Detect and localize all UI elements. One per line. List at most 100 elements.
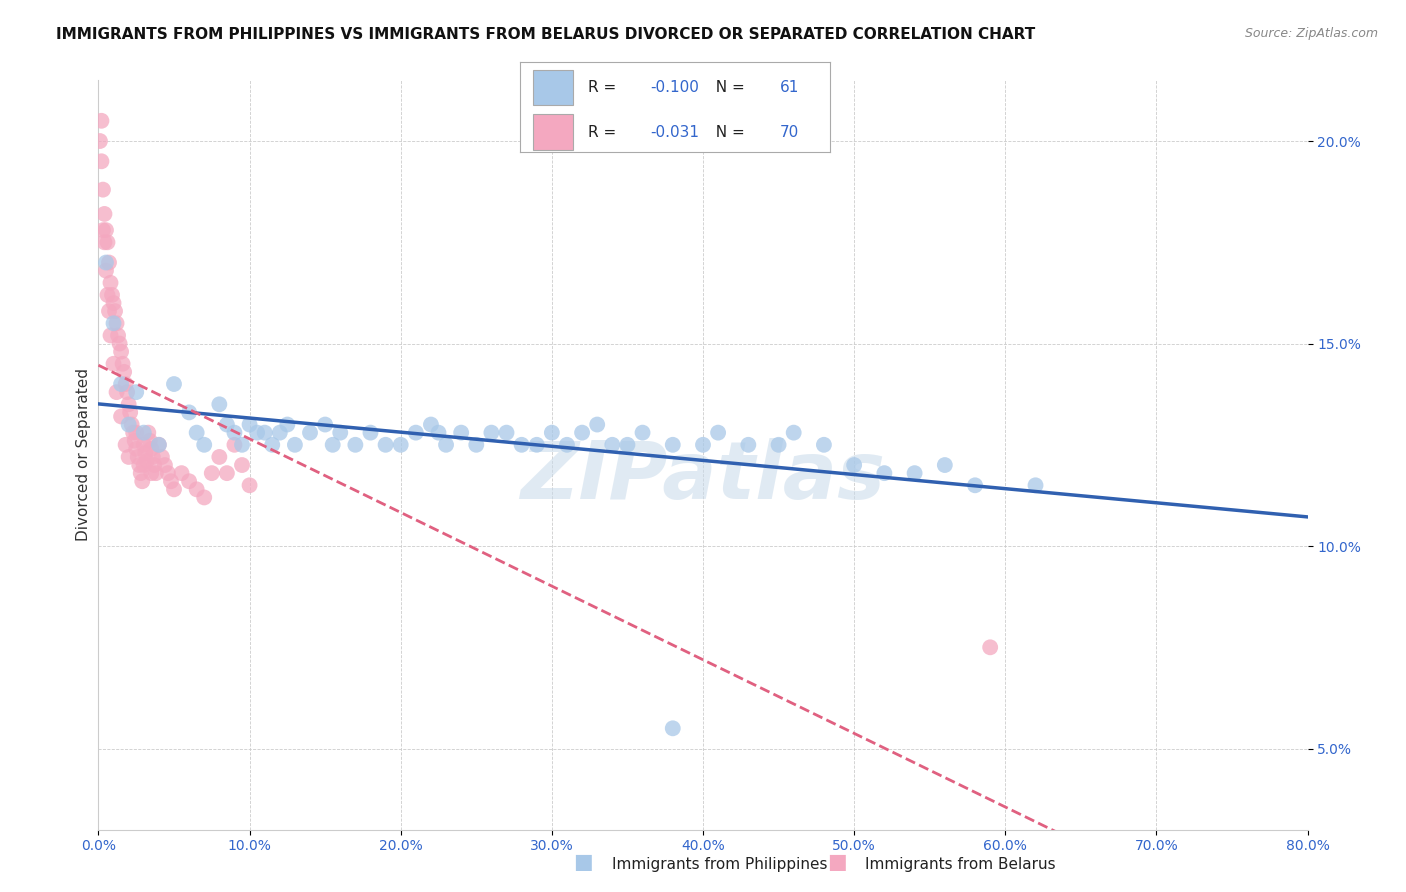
Point [262,438,284,452]
Point [89,134,111,148]
Point [98,304,121,318]
Point [844,458,866,472]
Point [526,438,548,452]
Point [768,438,790,452]
Text: -0.031: -0.031 [650,125,699,139]
Text: ZIPatlas: ZIPatlas [520,438,886,516]
Text: 61: 61 [780,80,800,95]
Point [93,235,115,250]
Point [118,450,141,464]
Point [186,483,208,497]
Point [121,417,143,432]
FancyBboxPatch shape [533,114,572,150]
Point [631,425,654,440]
Point [124,434,146,448]
Point [1024,478,1046,492]
Point [231,438,253,452]
Point [141,442,163,456]
Text: 70: 70 [780,125,799,139]
Point [344,438,367,452]
Point [122,425,145,440]
FancyBboxPatch shape [533,70,572,105]
Point [90,113,112,128]
Point [110,409,132,424]
Point [215,466,238,480]
Point [136,425,159,440]
Point [450,425,472,440]
Point [540,425,562,440]
Point [98,255,121,269]
Point [129,466,152,480]
Point [93,207,115,221]
Text: Source: ZipAtlas.com: Source: ZipAtlas.com [1244,27,1378,40]
Point [132,425,155,440]
Point [329,425,352,440]
Point [186,425,208,440]
Point [145,466,167,480]
Point [96,235,118,250]
Point [276,417,298,432]
Point [94,223,117,237]
Point [142,450,165,464]
Point [179,405,201,419]
Point [134,446,156,460]
Point [114,377,136,392]
Point [284,438,307,452]
Point [163,483,186,497]
Point [314,417,336,432]
Point [555,438,578,452]
Point [231,458,253,472]
Point [125,385,148,400]
Point [495,425,517,440]
Point [103,296,125,310]
Point [135,454,157,468]
Point [661,721,683,735]
Point [465,438,488,452]
Point [965,478,987,492]
Point [193,491,215,505]
Point [118,417,141,432]
Point [299,425,322,440]
Y-axis label: Divorced or Separated: Divorced or Separated [76,368,91,541]
Point [125,442,148,456]
Point [420,417,443,432]
Point [813,438,835,452]
Point [246,425,269,440]
Point [125,425,148,440]
Point [389,438,412,452]
Point [737,438,759,452]
Point [201,466,224,480]
Point [101,288,124,302]
Point [239,417,262,432]
Point [239,478,262,492]
Point [141,466,163,480]
Point [153,458,176,472]
Point [91,223,114,237]
Point [108,336,131,351]
Text: R =: R = [588,125,621,139]
Point [170,466,193,480]
Point [208,450,231,464]
Point [405,425,427,440]
Point [160,475,183,489]
Point [602,438,624,452]
Point [139,434,162,448]
Point [586,417,609,432]
Point [90,154,112,169]
Point [127,450,149,464]
Point [253,425,276,440]
Point [481,425,503,440]
Point [215,417,238,432]
Point [115,385,138,400]
Point [105,385,128,400]
Point [360,425,382,440]
Point [979,640,1001,655]
Point [150,450,173,464]
Point [96,288,118,302]
Point [179,475,201,489]
Point [692,438,714,452]
Point [616,438,638,452]
Point [224,438,246,452]
Point [571,425,593,440]
Text: IMMIGRANTS FROM PHILIPPINES VS IMMIGRANTS FROM BELARUS DIVORCED OR SEPARATED COR: IMMIGRANTS FROM PHILIPPINES VS IMMIGRANT… [56,27,1035,42]
